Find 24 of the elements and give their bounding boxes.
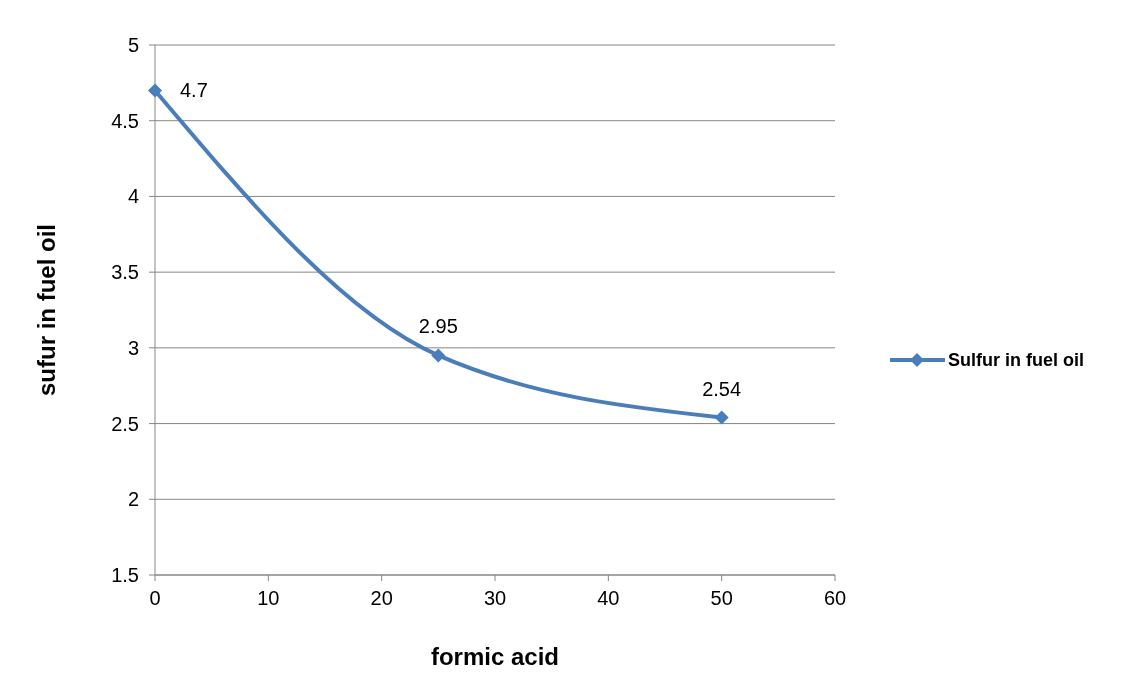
y-axis-title: sufur in fuel oil	[33, 224, 60, 396]
y-tick-label: 1.5	[111, 564, 139, 586]
x-tick-label: 30	[483, 587, 507, 609]
point	[431, 348, 446, 363]
x-tick-label: 60	[823, 587, 847, 609]
data-label: 2.95	[418, 315, 458, 338]
x-tick-label: 50	[710, 587, 733, 609]
y-tick-label: 2	[127, 488, 139, 511]
y-tick-label: 2.5	[111, 412, 139, 435]
y-tick-label: 3.5	[111, 261, 139, 284]
x-tick-label: 40	[597, 587, 620, 609]
y-tick-label: 4.5	[111, 109, 139, 132]
x-axis-title: formic acid	[430, 643, 560, 670]
data-label: 4.7	[180, 79, 208, 102]
legend-label: Sulfur in fuel oil	[948, 350, 1084, 371]
y-tick-label: 4	[127, 185, 139, 208]
x-tick-label: 0	[149, 587, 161, 609]
point	[714, 410, 729, 425]
x-tick-label: 20	[370, 587, 393, 609]
y-tick-label: 5	[127, 34, 139, 56]
data-label: 2.54	[702, 377, 742, 400]
x-tick-label: 10	[257, 587, 280, 609]
y-tick-label: 3	[127, 336, 139, 359]
point	[148, 83, 162, 98]
